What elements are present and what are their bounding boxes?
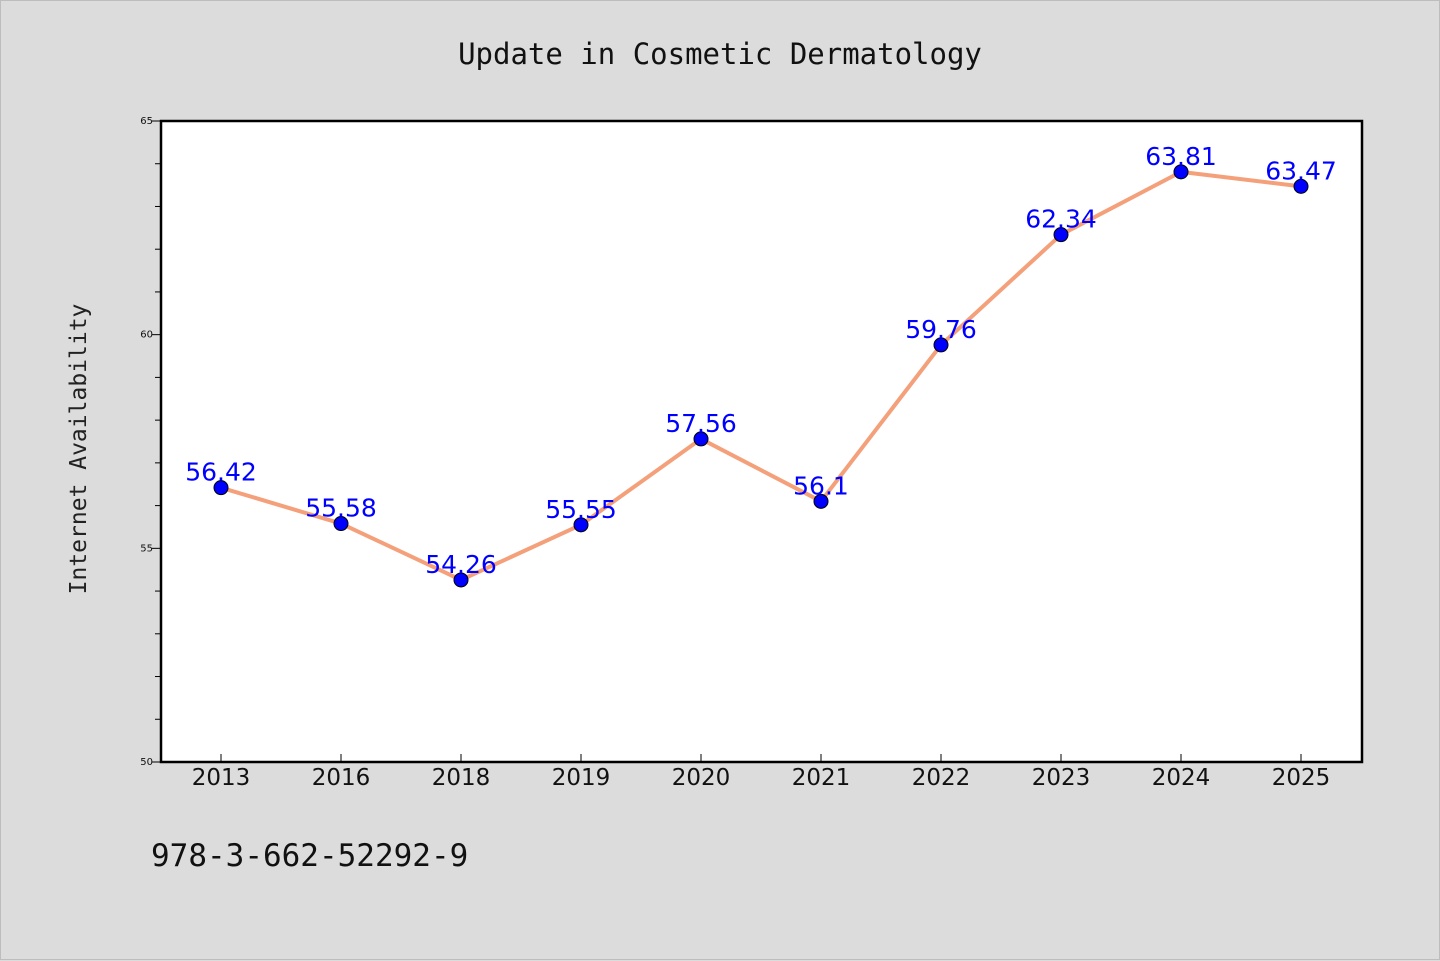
x-tick-label: 2024 bbox=[1152, 765, 1211, 791]
y-axis-ticks: 50 55 60 65 bbox=[140, 116, 161, 768]
series-line bbox=[220, 169, 1302, 582]
y-tick-label: 60 bbox=[140, 330, 153, 341]
data-point bbox=[453, 572, 469, 588]
x-tick-label: 2019 bbox=[552, 765, 611, 791]
data-point bbox=[1293, 178, 1309, 194]
data-label: 63.81 bbox=[1145, 142, 1217, 171]
data-series: 56.42 55.58 54.26 55.55 57.56 56.1 59.76 62.34 6… bbox=[185, 142, 1337, 588]
data-label: 55.55 bbox=[545, 495, 617, 524]
y-tick-label: 50 bbox=[140, 757, 153, 768]
x-tick-label: 2025 bbox=[1272, 765, 1331, 791]
data-point bbox=[1053, 227, 1069, 243]
x-tick-label: 2022 bbox=[912, 765, 971, 791]
data-label: 57.56 bbox=[665, 409, 737, 438]
data-label: 56.1 bbox=[793, 471, 849, 500]
y-axis-label: Internet Availability bbox=[66, 304, 92, 595]
data-point bbox=[933, 337, 949, 353]
data-label: 55.58 bbox=[305, 494, 377, 523]
plot-area bbox=[159, 119, 1364, 764]
data-point bbox=[213, 480, 229, 496]
y-tick-label: 65 bbox=[140, 116, 153, 127]
x-tick-label: 2016 bbox=[312, 765, 371, 791]
x-tick-label: 2023 bbox=[1032, 765, 1091, 791]
chart-title: Update in Cosmetic Dermatology bbox=[458, 37, 982, 71]
data-label: 63.47 bbox=[1265, 156, 1337, 185]
x-axis-ticks: 2013 2016 2018 2019 2020 2021 2022 2023 2024 2025 bbox=[192, 754, 1331, 791]
data-point bbox=[333, 516, 349, 532]
x-tick-label: 2020 bbox=[672, 765, 731, 791]
data-point bbox=[693, 431, 709, 447]
x-tick-label: 2018 bbox=[432, 765, 491, 791]
x-tick-label: 2013 bbox=[192, 765, 251, 791]
data-label: 59.76 bbox=[905, 315, 977, 344]
y-tick-label: 55 bbox=[140, 543, 153, 554]
x-tick-label: 2021 bbox=[792, 765, 851, 791]
data-label: 56.42 bbox=[185, 458, 257, 487]
data-label: 54.26 bbox=[425, 550, 497, 579]
isbn-footnote: 978-3-662-52292-9 bbox=[151, 838, 468, 874]
data-label: 62.34 bbox=[1025, 205, 1097, 234]
data-point bbox=[1173, 164, 1189, 180]
data-point bbox=[573, 517, 589, 533]
data-point bbox=[813, 493, 829, 509]
